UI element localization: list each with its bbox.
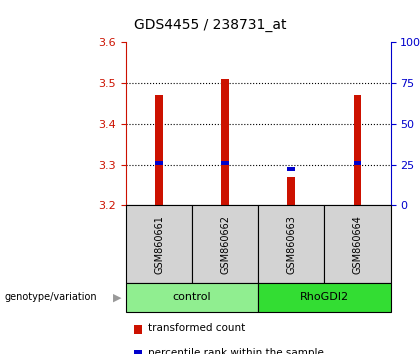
Bar [258, 283, 391, 312]
Bar [354, 161, 362, 165]
Bar [126, 205, 192, 283]
Text: control: control [173, 292, 211, 302]
Bar [155, 95, 163, 205]
Bar [126, 283, 258, 312]
Bar [287, 177, 295, 205]
Bar [192, 205, 258, 283]
Text: GSM860664: GSM860664 [352, 215, 362, 274]
Bar [325, 205, 391, 283]
Text: genotype/variation: genotype/variation [4, 292, 97, 302]
Bar [354, 95, 362, 205]
Text: ▶: ▶ [113, 292, 122, 302]
Bar [258, 205, 325, 283]
Bar [287, 167, 295, 171]
Text: RhoGDI2: RhoGDI2 [300, 292, 349, 302]
Text: GSM860662: GSM860662 [220, 215, 230, 274]
Bar [221, 79, 229, 205]
Text: percentile rank within the sample: percentile rank within the sample [148, 348, 324, 354]
Text: GSM860661: GSM860661 [154, 215, 164, 274]
Text: transformed count: transformed count [148, 323, 245, 333]
Text: GSM860663: GSM860663 [286, 215, 297, 274]
Text: GDS4455 / 238731_at: GDS4455 / 238731_at [134, 18, 286, 32]
Bar [221, 161, 229, 165]
Bar [155, 161, 163, 165]
